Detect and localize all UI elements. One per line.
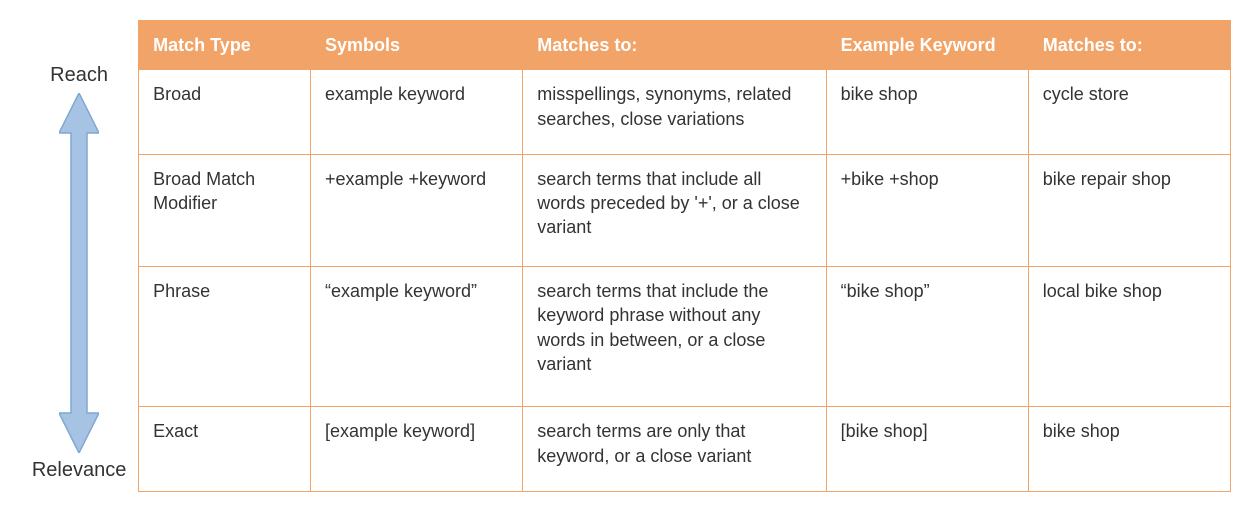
cell-matches-desc: search terms are only that keyword, or a…	[523, 407, 826, 492]
layout-wrap: Reach Relevance Match Type Symbols Match…	[20, 20, 1231, 492]
cell-matches-example: bike shop	[1028, 407, 1230, 492]
double-arrow-icon	[59, 93, 99, 453]
cell-symbols: +example +keyword	[311, 154, 523, 266]
table-row: Broad example keyword misspellings, syno…	[139, 70, 1231, 155]
reach-label: Reach	[50, 64, 108, 87]
cell-symbols: [example keyword]	[311, 407, 523, 492]
match-type-table: Match Type Symbols Matches to: Example K…	[138, 20, 1231, 492]
cell-example-keyword: +bike +shop	[826, 154, 1028, 266]
col-match-type: Match Type	[139, 21, 311, 70]
table-row: Phrase “example keyword” search terms th…	[139, 267, 1231, 407]
table-header-row: Match Type Symbols Matches to: Example K…	[139, 21, 1231, 70]
cell-match-type: Broad Match Modifier	[139, 154, 311, 266]
col-symbols: Symbols	[311, 21, 523, 70]
cell-example-keyword: bike shop	[826, 70, 1028, 155]
cell-symbols: example keyword	[311, 70, 523, 155]
cell-matches-desc: search terms that include all words prec…	[523, 154, 826, 266]
col-example-keyword: Example Keyword	[826, 21, 1028, 70]
reach-relevance-axis: Reach Relevance	[20, 20, 138, 492]
cell-matches-example: cycle store	[1028, 70, 1230, 155]
cell-symbols: “example keyword”	[311, 267, 523, 407]
arrow-shape	[59, 93, 99, 453]
col-matches-to-example: Matches to:	[1028, 21, 1230, 70]
cell-matches-desc: search terms that include the keyword ph…	[523, 267, 826, 407]
cell-match-type: Exact	[139, 407, 311, 492]
cell-matches-example: local bike shop	[1028, 267, 1230, 407]
cell-match-type: Phrase	[139, 267, 311, 407]
relevance-label: Relevance	[32, 459, 127, 482]
table-row: Broad Match Modifier +example +keyword s…	[139, 154, 1231, 266]
cell-matches-example: bike repair shop	[1028, 154, 1230, 266]
col-matches-to-desc: Matches to:	[523, 21, 826, 70]
cell-example-keyword: [bike shop]	[826, 407, 1028, 492]
cell-match-type: Broad	[139, 70, 311, 155]
cell-matches-desc: misspellings, synonyms, related searches…	[523, 70, 826, 155]
table-row: Exact [example keyword] search terms are…	[139, 407, 1231, 492]
cell-example-keyword: “bike shop”	[826, 267, 1028, 407]
